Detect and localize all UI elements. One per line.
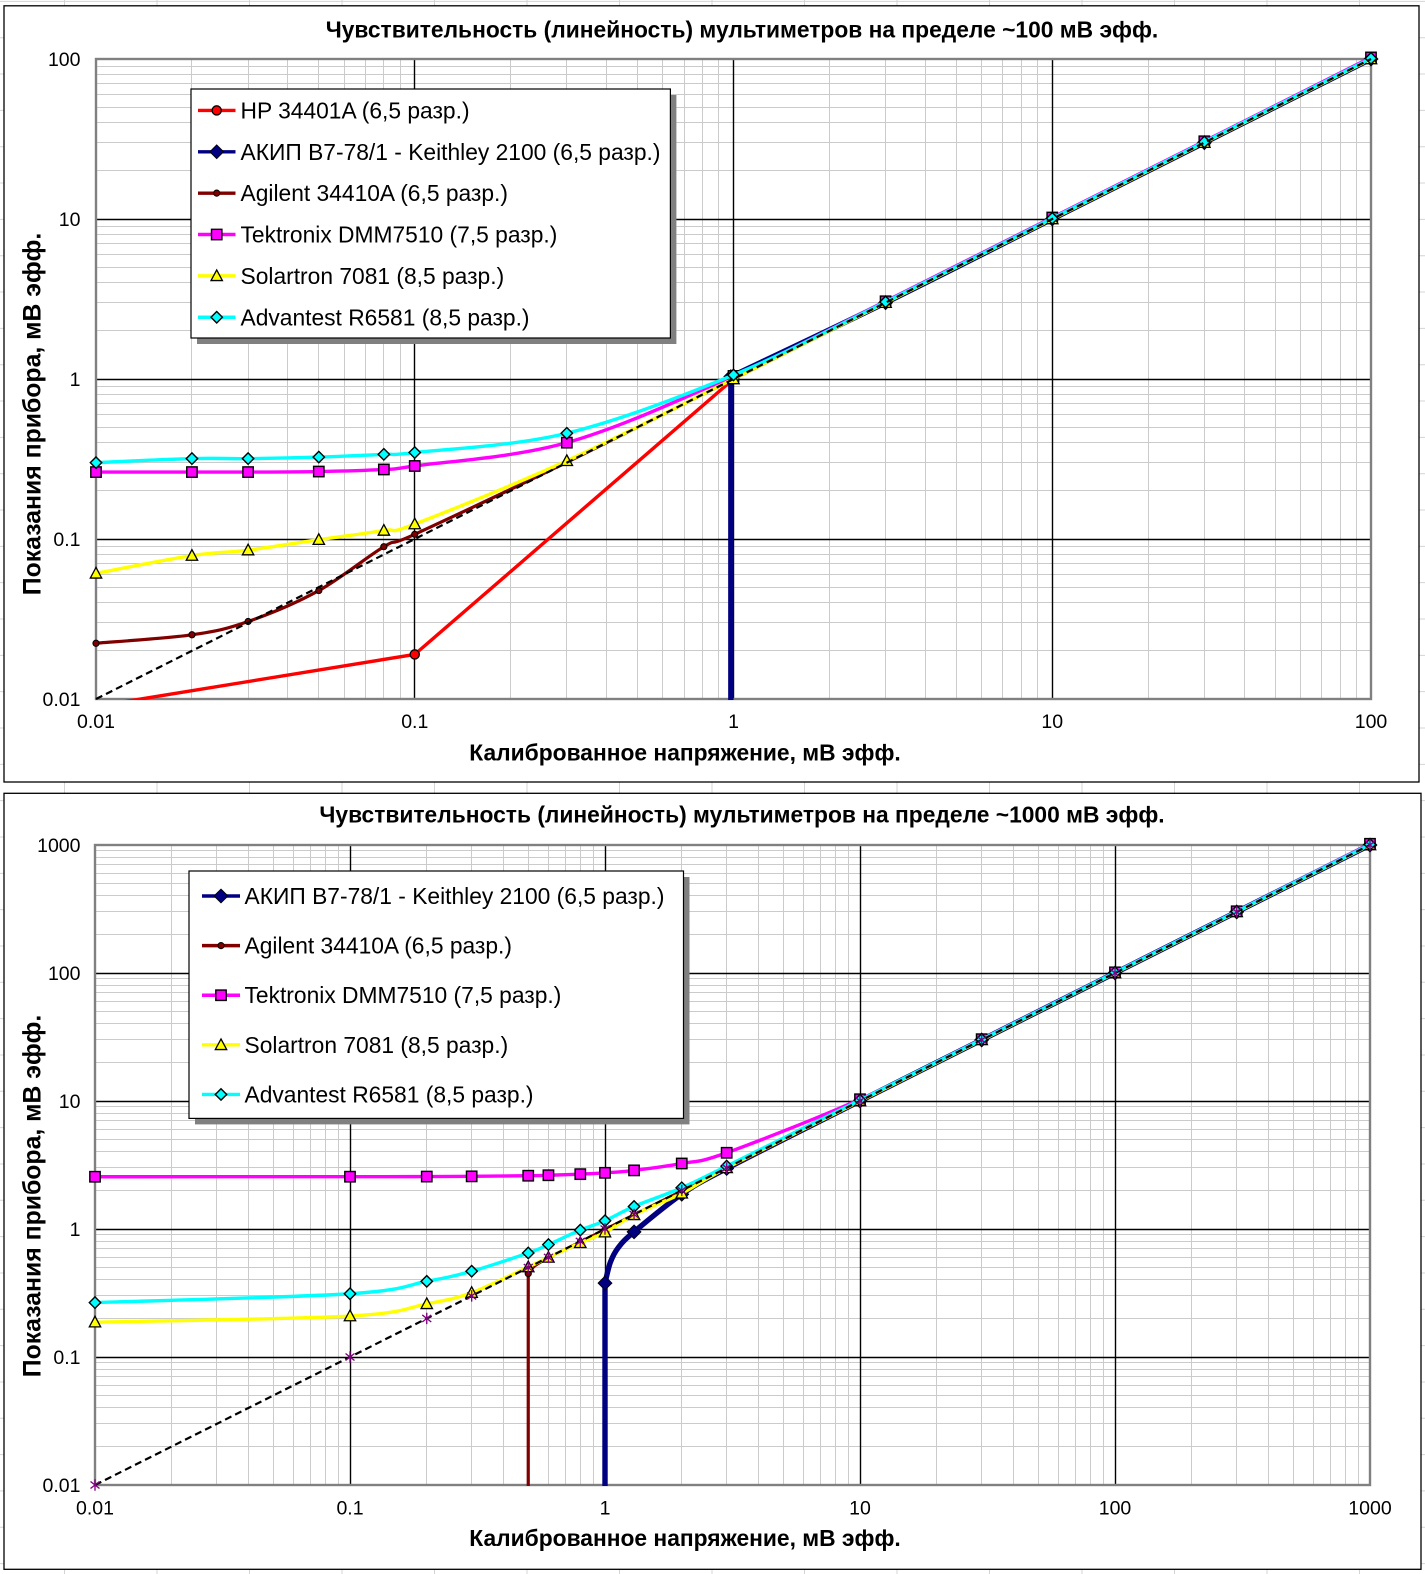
svg-text:0.01: 0.01 [43, 1475, 81, 1497]
svg-text:Solartron 7081 (8,5 разр.): Solartron 7081 (8,5 разр.) [245, 1032, 509, 1058]
svg-text:АКИП В7-78/1 - Keithley 2100 (: АКИП В7-78/1 - Keithley 2100 (6,5 разр.) [241, 139, 661, 165]
svg-text:HP 34401A (6,5 разр.): HP 34401A (6,5 разр.) [241, 97, 470, 123]
svg-text:10: 10 [59, 1091, 81, 1113]
svg-text:1000: 1000 [37, 835, 81, 857]
svg-text:Калиброванное напряжение, мВ э: Калиброванное напряжение, мВ эфф. [469, 740, 900, 766]
svg-text:0.1: 0.1 [401, 711, 428, 733]
svg-text:10: 10 [1041, 711, 1063, 733]
svg-text:Показания прибора, мВ эфф.: Показания прибора, мВ эфф. [20, 233, 47, 596]
svg-text:Advantest R6581 (8,5 разр.): Advantest R6581 (8,5 разр.) [245, 1081, 534, 1107]
svg-text:Agilent 34410A (6,5 разр.): Agilent 34410A (6,5 разр.) [245, 933, 513, 959]
svg-text:Чувствительность (линейность): Чувствительность (линейность) мультиметр… [326, 17, 1159, 43]
svg-text:0.01: 0.01 [43, 689, 81, 711]
svg-text:0.1: 0.1 [336, 1498, 363, 1520]
svg-text:Чувствительность (линейность): Чувствительность (линейность) мультиметр… [319, 802, 1164, 828]
svg-text:Agilent 34410A (6,5 разр.): Agilent 34410A (6,5 разр.) [241, 180, 509, 206]
svg-text:Показания прибора, мВ эфф.: Показания прибора, мВ эфф. [20, 1015, 47, 1378]
svg-text:100: 100 [48, 963, 81, 985]
svg-text:100: 100 [48, 49, 81, 71]
svg-text:1: 1 [70, 369, 81, 391]
svg-text:1: 1 [600, 1498, 611, 1520]
svg-text:Tektronix DMM7510 (7,5 разр.): Tektronix DMM7510 (7,5 разр.) [241, 222, 558, 248]
svg-text:1: 1 [728, 711, 739, 733]
svg-text:0.1: 0.1 [53, 1347, 80, 1369]
svg-text:10: 10 [849, 1498, 871, 1520]
svg-text:0.01: 0.01 [76, 1498, 114, 1520]
svg-text:1: 1 [70, 1219, 81, 1241]
svg-text:Advantest R6581 (8,5 разр.): Advantest R6581 (8,5 разр.) [241, 304, 530, 330]
svg-text:Калиброванное напряжение, мВ э: Калиброванное напряжение, мВ эфф. [469, 1525, 900, 1551]
svg-text:1000: 1000 [1348, 1498, 1392, 1520]
svg-text:0.1: 0.1 [53, 529, 80, 551]
svg-text:Solartron 7081 (8,5 разр.): Solartron 7081 (8,5 разр.) [241, 263, 505, 289]
svg-text:Tektronix DMM7510 (7,5 разр.): Tektronix DMM7510 (7,5 разр.) [245, 982, 562, 1008]
svg-text:100: 100 [1355, 711, 1388, 733]
svg-text:10: 10 [59, 209, 81, 231]
svg-text:100: 100 [1099, 1498, 1132, 1520]
svg-text:АКИП В7-78/1 - Keithley 2100 (: АКИП В7-78/1 - Keithley 2100 (6,5 разр.) [245, 883, 665, 909]
svg-text:0.01: 0.01 [77, 711, 115, 733]
